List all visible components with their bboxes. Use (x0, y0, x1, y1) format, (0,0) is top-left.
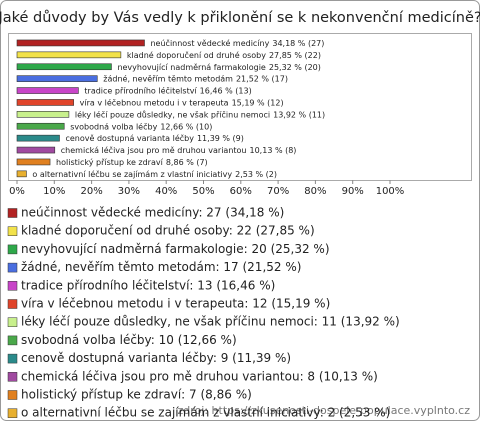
bar (16, 51, 122, 59)
bar-category: chemická léčiva jsou pro mě druhou varia… (61, 145, 247, 155)
bar (16, 122, 65, 130)
legend-label: chemická léčiva jsou pro mě druhou varia… (21, 369, 378, 383)
bar (16, 146, 56, 154)
bar (16, 99, 74, 106)
bar-label: svobodná volba léčby 12,66 % (10) (70, 121, 212, 131)
x-tick-label: 70% (267, 186, 289, 197)
x-tick-label: 0% (9, 186, 25, 197)
bar-category: léky léčí pouze důsledky, ne však příčin… (75, 109, 270, 119)
bar-value-label: 2,53 % (2) (235, 169, 277, 178)
legend-label: tradice přírodního léčitelství: 13 (16,4… (21, 278, 275, 292)
bar-value-label: 13,92 % (11) (273, 110, 325, 119)
bar-label: léky léčí pouze důsledky, ne však příčin… (75, 109, 325, 119)
bar-value-label: 25,32 % (20) (269, 62, 321, 71)
legend-swatch (7, 372, 18, 382)
bar-value-label: 27,85 % (22) (269, 50, 321, 59)
bar (16, 87, 79, 94)
bar (16, 39, 145, 47)
legend-label: léky léčí pouze důsledky, ne však příčin… (21, 315, 400, 329)
x-tick-label: 40% (155, 186, 177, 197)
legend-swatch (7, 317, 18, 327)
bar-label: žádné, nevěřím těmto metodám 21,52 % (17) (103, 73, 288, 83)
bar-category: o alternativní léčbu se zajímám z vlastn… (32, 168, 232, 178)
bar-label: holistický přístup ke zdraví 8,86 % (7) (56, 157, 208, 166)
x-tick-label: 60% (230, 186, 252, 197)
legend-swatch (7, 244, 18, 255)
bar (16, 75, 98, 82)
bar-label: chemická léčiva jsou pro mě druhou varia… (61, 145, 297, 155)
x-tick-label: 100% (376, 186, 405, 197)
legend-swatch (7, 353, 18, 364)
bar-category: nevyhovující nadměrná farmakologie (117, 62, 265, 71)
bar-label: víra v léčebnou metodu i v terapeuta 15,1… (80, 97, 284, 107)
legend-label: svobodná volba léčby: 10 (12,66 %) (21, 333, 237, 347)
legend-swatch (7, 226, 18, 236)
bar-label: neúčinnost vědecké medicíny 34,18 % (27) (150, 37, 324, 47)
bar-category: holistický přístup ke zdraví (56, 157, 164, 166)
bar-value-label: 8,86 % (7) (166, 157, 208, 166)
bar-value-label: 15,19 % (12) (232, 98, 284, 107)
bar-label: tradice přírodního léčitelství 16,46 % (1… (84, 85, 251, 95)
x-tick-label: 10% (43, 186, 65, 197)
bar-category: cenově dostupná varianta léčby (65, 133, 194, 143)
bar (16, 158, 51, 166)
bar-label: kladné doporučení od druhé osoby 27,85 % … (127, 49, 321, 59)
legend-swatch (7, 408, 18, 418)
bar-category: svobodná volba léčby (70, 121, 157, 131)
legend-swatch (7, 390, 18, 400)
bar (16, 111, 70, 118)
bar-category: žádné, nevěřím těmto metodám (103, 73, 233, 83)
bar-label: nevyhovující nadměrná farmakologie 25,32 … (117, 62, 320, 71)
bar-value-label: 10,13 % (8) (250, 146, 297, 155)
legend-label: nevyhovující nadměrná farmakologie: 20 (… (21, 242, 330, 256)
bar-value-label: 16,46 % (13) (200, 86, 252, 95)
x-tick-label: 80% (304, 186, 326, 197)
legend-label: kladné doporučení od druhé osoby: 22 (27… (21, 224, 315, 238)
bar (16, 170, 27, 178)
x-tick-label: 50% (192, 186, 214, 197)
bar-value-label: 34,18 % (27) (272, 38, 324, 47)
bar-category: tradice přírodního léčitelství (84, 85, 197, 95)
legend-label: neúčinnost vědecké medicíny: 27 (34,18 %… (21, 206, 284, 220)
source: zdroj: https://zkusenosti-dospele-popula… (178, 404, 471, 417)
bar (16, 63, 112, 71)
legend-swatch (7, 262, 18, 273)
bar-label: cenově dostupná varianta léčby 11,39 % (9… (65, 133, 243, 143)
x-tick-label: 20% (80, 186, 102, 197)
bar-value-label: 11,39 % (9) (197, 134, 244, 143)
bar-value-label: 12,66 % (10) (160, 122, 212, 131)
legend-swatch (7, 281, 18, 291)
legend-label: o alternativní léčbu se zajímám z vlastn… (21, 406, 390, 420)
legend-label: žádné, nevěřím těmto metodám: 17 (21,52 … (21, 260, 301, 274)
legend-label: cenově dostupná varianta léčby: 9 (11,39… (21, 351, 291, 365)
chart-title: Jaké důvody by Vás vedly k přiklonění se… (0, 10, 480, 26)
x-tick-label: 90% (342, 186, 364, 197)
bar-category: kladné doporučení od druhé osoby (127, 49, 266, 59)
bar-value-label: 21,52 % (17) (236, 74, 288, 83)
bar (16, 134, 60, 142)
bar-category: neúčinnost vědecké medicíny (150, 37, 269, 47)
x-tick-label: 30% (118, 186, 140, 197)
bar-label: o alternativní léčbu se zajímám z vlastn… (32, 168, 277, 178)
legend-swatch (7, 208, 18, 218)
legend-label: víra v léčebnou metodu i v terapeuta: 12… (21, 297, 330, 311)
legend-swatch (7, 335, 18, 346)
legend-label: holistický přístup ke zdraví: 7 (8,86 %) (21, 388, 252, 402)
legend-swatch (7, 299, 18, 309)
bar-category: víra v léčebnou metodu i v terapeuta (80, 97, 229, 107)
